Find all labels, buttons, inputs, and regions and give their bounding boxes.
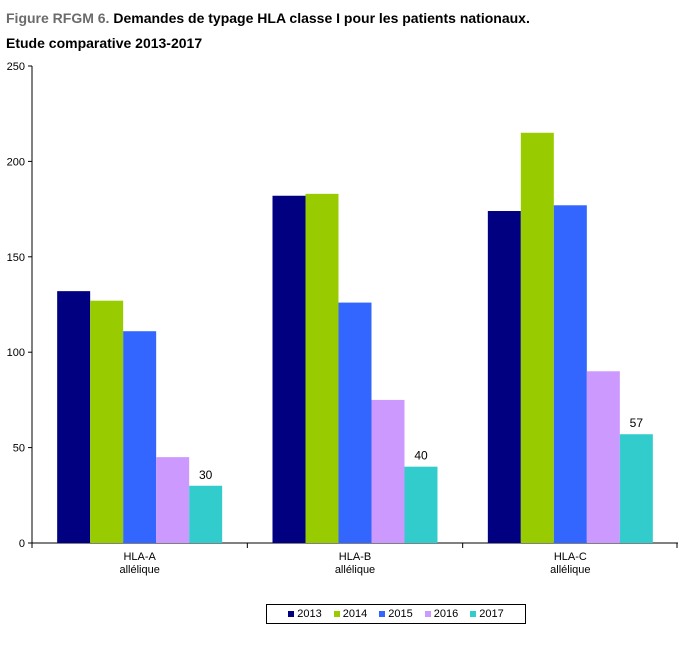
- legend-label-2015: 2015: [388, 608, 413, 620]
- bar-2014-0: [90, 300, 124, 543]
- legend-swatch-2017: [470, 611, 477, 617]
- bar-2013-0: [57, 291, 91, 543]
- bar-2016-2: [586, 371, 620, 543]
- legend-item-2015: 2015: [379, 608, 413, 620]
- x-tick-label: HLA-C: [554, 551, 587, 563]
- legend: 2013 2014 2015 2016 2017: [266, 604, 526, 624]
- bar-2014-2: [520, 132, 554, 543]
- data-label: 30: [199, 468, 213, 482]
- bar-2015-1: [338, 302, 372, 543]
- x-tick-label: allélique: [119, 564, 159, 576]
- data-label: 40: [414, 449, 428, 463]
- x-tick-label: HLA-B: [339, 551, 371, 563]
- y-tick-label: 100: [7, 347, 25, 359]
- legend-item-2017: 2017: [470, 608, 504, 620]
- bar-2014-1: [305, 193, 339, 543]
- y-tick-label: 0: [19, 538, 25, 550]
- bar-2017-1: [404, 466, 438, 543]
- legend-swatch-2013: [288, 611, 295, 617]
- legend-label-2016: 2016: [433, 608, 459, 620]
- chart-subtitle: Etude comparative 2013-2017: [6, 35, 203, 51]
- bar-2013-2: [487, 211, 521, 543]
- legend-label-2013: 2013: [297, 608, 322, 620]
- legend-item-2016: 2016: [424, 608, 459, 620]
- legend-swatch-2015: [379, 611, 386, 617]
- bar-2013-1: [272, 195, 306, 543]
- y-tick-label: 250: [7, 61, 25, 73]
- legend-label-2014: 2014: [342, 608, 368, 620]
- y-tick-label: 50: [13, 443, 25, 455]
- legend-swatch-2016: [424, 611, 431, 617]
- bar-2016-0: [156, 457, 190, 543]
- x-tick-label: allélique: [550, 564, 590, 576]
- y-tick-label: 150: [7, 252, 25, 264]
- legend-swatch-2014: [333, 611, 340, 617]
- y-tick-label: 200: [7, 156, 25, 168]
- legend-item-2013: 2013: [288, 608, 322, 620]
- chart-title: Figure RFGM 6. Demandes de typage HLA cl…: [6, 6, 530, 56]
- bar-2017-0: [189, 485, 223, 543]
- bar-2015-2: [553, 205, 587, 543]
- bar-2016-1: [371, 399, 405, 543]
- bar-2017-2: [619, 434, 653, 543]
- legend-label-2017: 2017: [479, 608, 504, 620]
- bar-2015-0: [123, 331, 157, 543]
- title-main: Demandes de typage HLA classe I pour les…: [113, 10, 530, 26]
- x-tick-label: HLA-A: [123, 551, 156, 563]
- legend-item-2014: 2014: [333, 608, 368, 620]
- x-tick-label: allélique: [335, 564, 375, 576]
- data-label: 57: [630, 416, 644, 430]
- bar-chart: 05010015020025030HLA-Aallélique40HLA-Bal…: [7, 61, 678, 576]
- figure-label: Figure RFGM 6.: [6, 10, 110, 26]
